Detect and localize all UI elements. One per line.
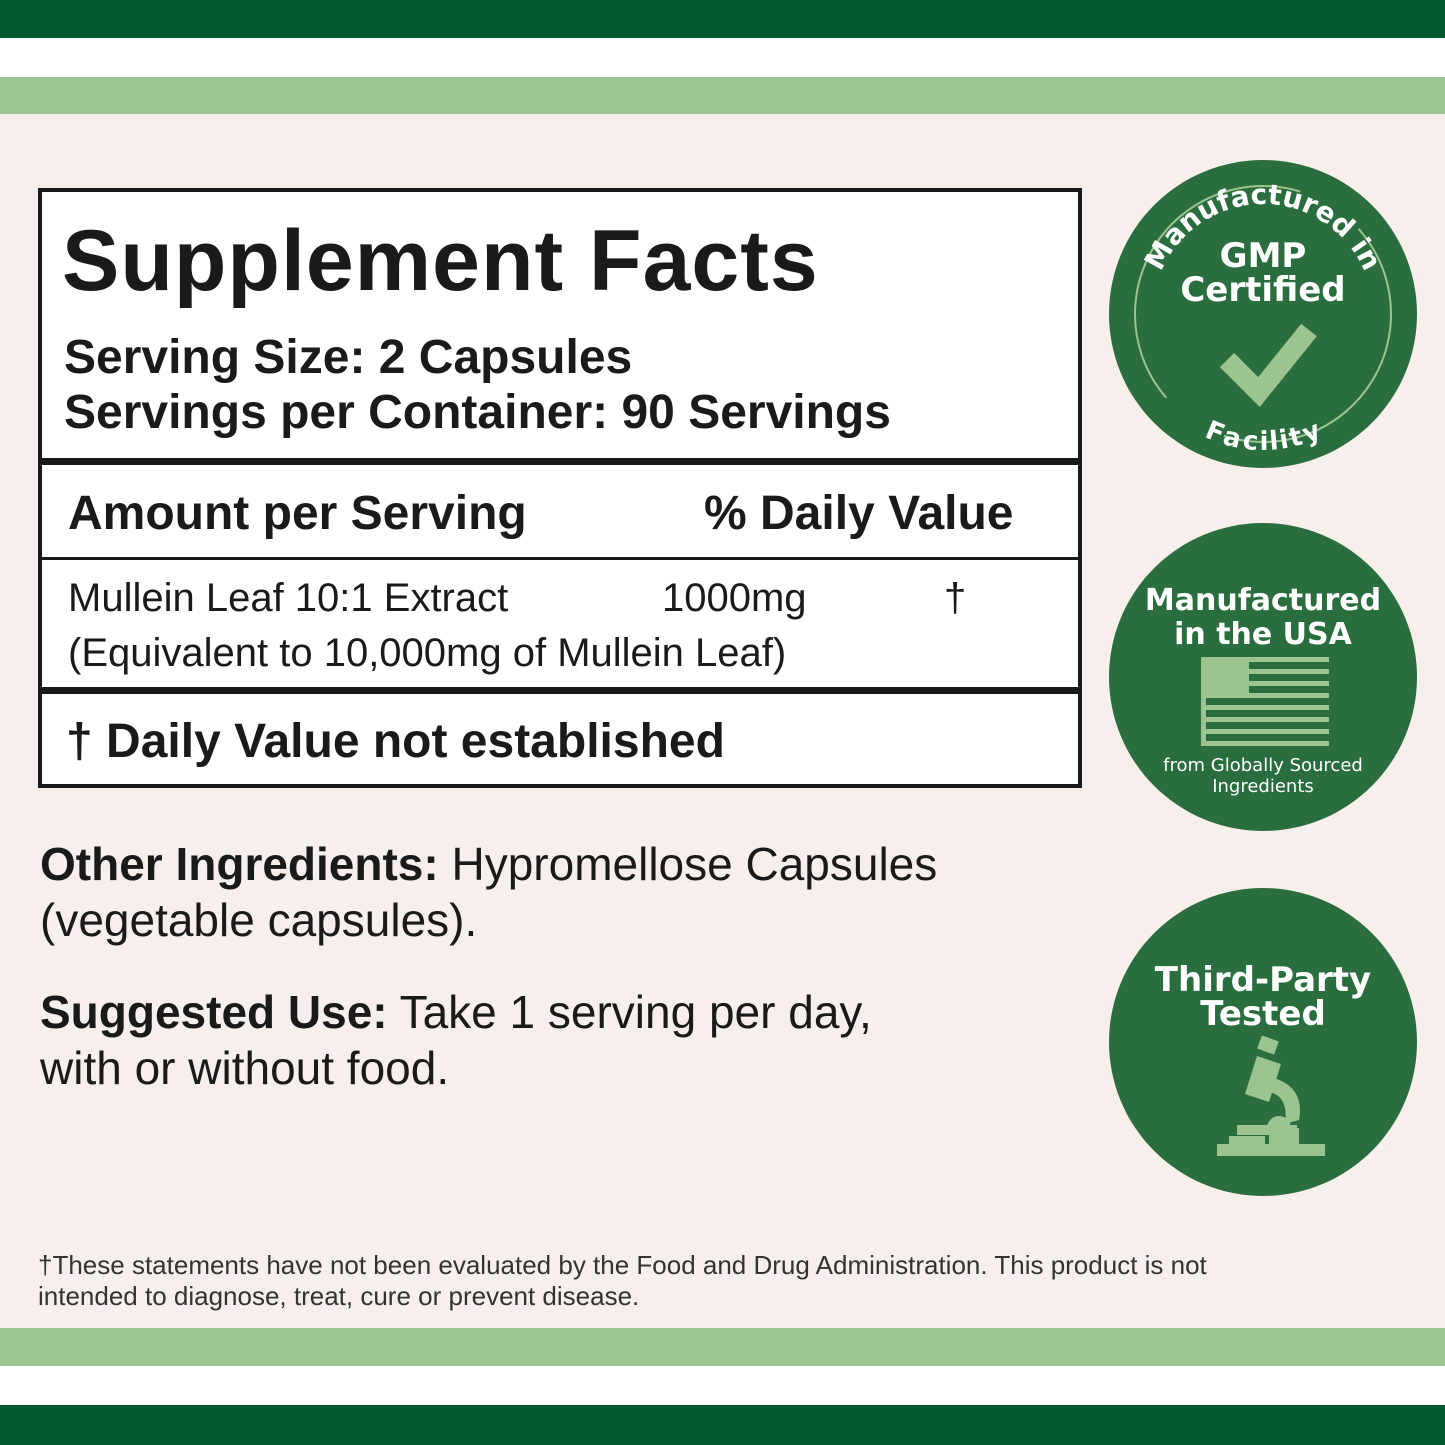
ingredient-dv: † xyxy=(944,576,967,620)
suggested-use-text2: with or without food. xyxy=(40,1042,450,1094)
other-ingredients-text2: (vegetable capsules). xyxy=(40,894,478,946)
ingredient-note: (Equivalent to 10,000mg of Mullein Leaf) xyxy=(68,631,787,675)
bottom-dark-band xyxy=(0,1405,1445,1445)
divider-thick-2 xyxy=(42,687,1078,694)
amount-header: Amount per Serving xyxy=(68,487,527,540)
suggested-use: Suggested Use: Take 1 serving per day, w… xyxy=(40,984,872,1096)
made-in-usa-badge: Manufactured in the USA from Globally So… xyxy=(1109,523,1417,831)
other-ingredients-text: Hypromellose Capsules xyxy=(438,838,938,890)
disclaimer-line1: †These statements have not been evaluate… xyxy=(38,1250,1207,1280)
badge-sub-1: from Globally Sourced xyxy=(1163,755,1363,776)
top-light-band xyxy=(0,77,1445,114)
badge-sub-2: Ingredients xyxy=(1212,776,1314,797)
divider-thin xyxy=(42,557,1078,560)
top-white-band xyxy=(0,38,1445,77)
bottom-white-band xyxy=(0,1366,1445,1405)
badge-title-2: in the USA xyxy=(1174,617,1352,652)
svg-text:Facility: Facility xyxy=(1201,415,1325,457)
other-ingredients-label: Other Ingredients: xyxy=(40,838,439,890)
servings-per-container: Servings per Container: 90 Servings xyxy=(64,386,891,439)
us-flag-icon xyxy=(1201,657,1329,746)
microscope-icon xyxy=(1217,1035,1325,1156)
ingredient-name: Mullein Leaf 10:1 Extract xyxy=(68,576,509,620)
divider-thick xyxy=(42,458,1078,465)
dv-header: % Daily Value xyxy=(704,487,1014,540)
badge-arc-bottom: Facility xyxy=(1201,415,1325,457)
badge-title-2: Certified xyxy=(1180,270,1346,310)
bottom-light-band xyxy=(0,1328,1445,1366)
supplement-facts-panel: Supplement Facts Serving Size: 2 Capsule… xyxy=(38,188,1082,788)
fda-disclaimer: †These statements have not been evaluate… xyxy=(38,1250,1207,1312)
badge-title-1: Third-Party xyxy=(1154,960,1372,1000)
badge-title-2: Tested xyxy=(1200,994,1326,1034)
top-dark-band xyxy=(0,0,1445,38)
gmp-certified-badge: Manufactured in Facility GMP Certified xyxy=(1109,160,1417,468)
suggested-use-text: Take 1 serving per day, xyxy=(387,986,872,1038)
dv-footnote: † Daily Value not established xyxy=(66,715,725,768)
serving-size: Serving Size: 2 Capsules xyxy=(64,331,633,384)
disclaimer-line2: intended to diagnose, treat, cure or pre… xyxy=(38,1281,640,1311)
suggested-use-label: Suggested Use: xyxy=(40,986,388,1038)
facts-title: Supplement Facts xyxy=(62,213,819,309)
gmp-badge-graphics: Manufactured in Facility xyxy=(1134,178,1392,457)
checkmark-icon xyxy=(1219,323,1317,407)
ingredient-amount: 1000mg xyxy=(662,576,807,620)
third-party-tested-badge: Third-Party Tested xyxy=(1109,888,1417,1196)
badge-title-1: GMP xyxy=(1219,236,1307,276)
other-ingredients: Other Ingredients: Hypromellose Capsules… xyxy=(40,836,937,948)
badge-title-1: Manufactured xyxy=(1144,583,1382,618)
